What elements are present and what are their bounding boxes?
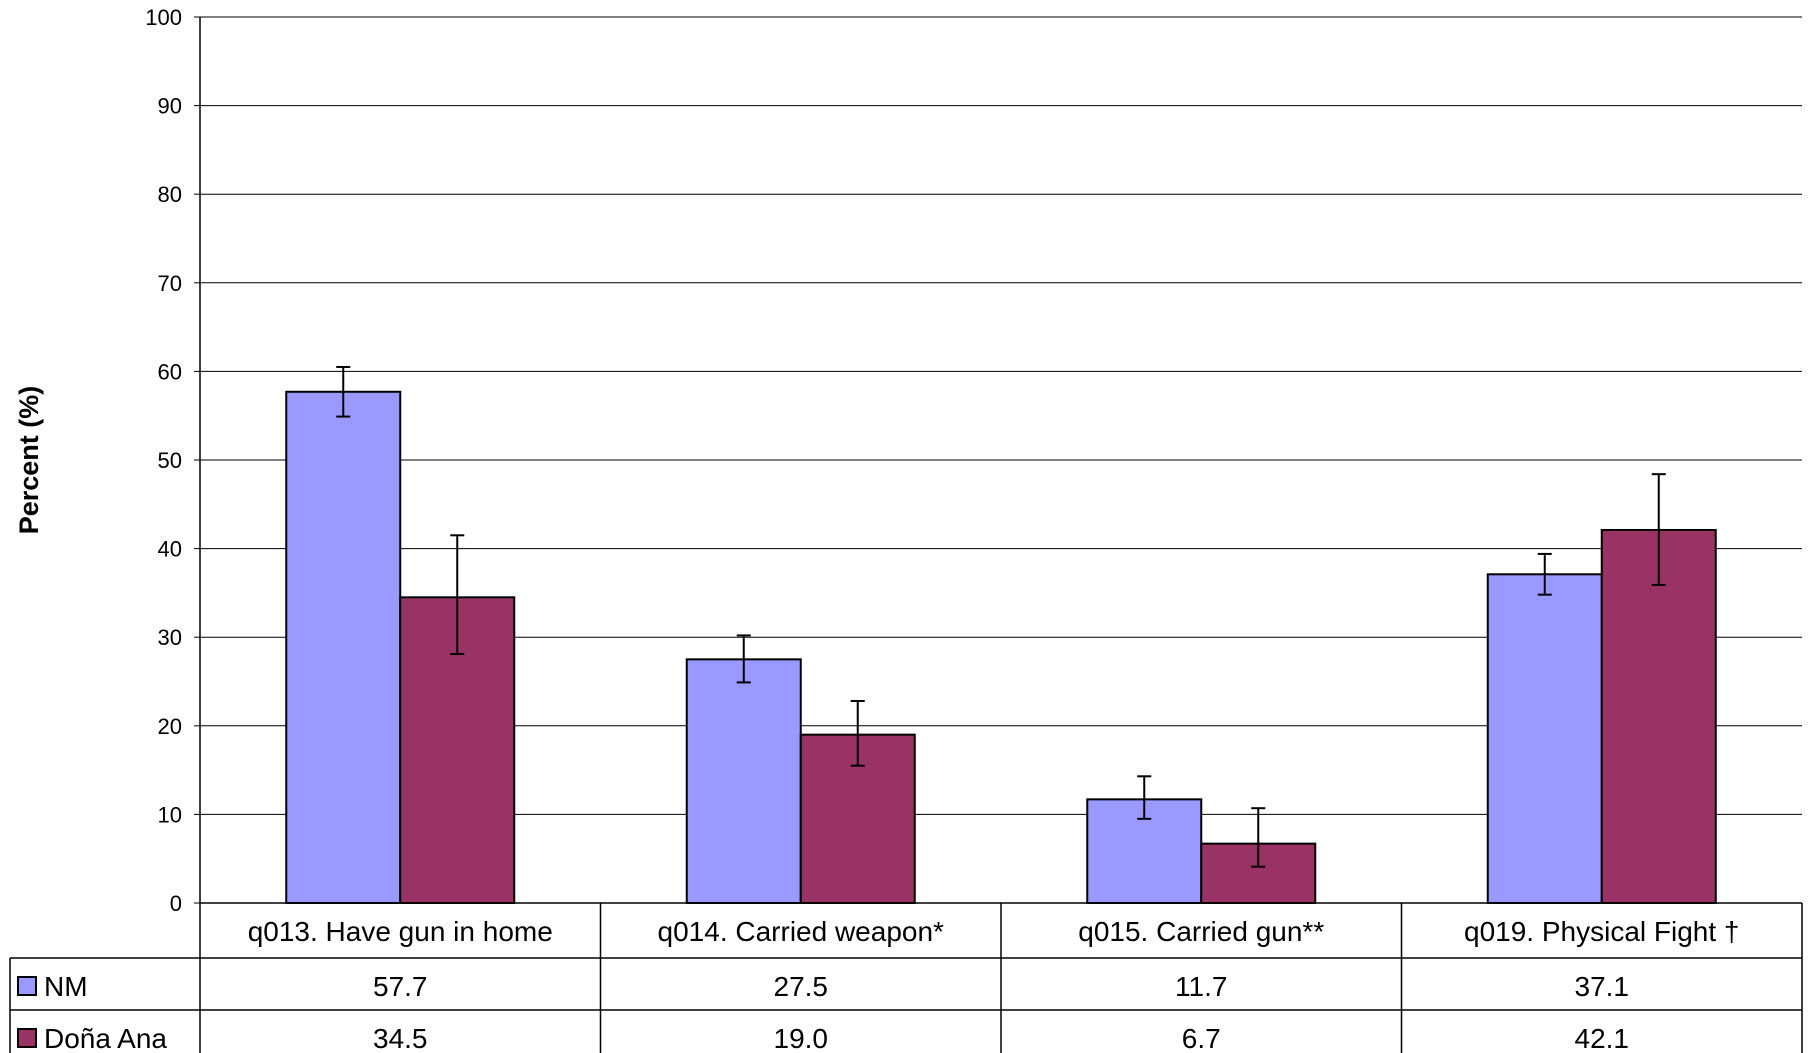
category-label: q013. Have gun in home [248,916,553,947]
y-tick-label: 70 [158,271,182,296]
y-tick-label: 80 [158,182,182,207]
data-label: 27.5 [774,971,829,1002]
data-label: 6.7 [1182,1023,1221,1053]
y-tick-label: 50 [158,448,182,473]
y-tick-label: 20 [158,714,182,739]
y-axis-label: Percent (%) [14,386,44,535]
data-label: 37.1 [1575,971,1630,1002]
y-tick-label: 100 [145,5,182,30]
y-axis-ticks: 0 10 20 30 40 50 60 70 80 90 100 [145,5,182,916]
bar-nm [1486,573,1603,904]
bar-nm [685,658,802,904]
legend-swatch-nm [17,976,37,996]
y-tick-label: 0 [170,891,182,916]
y-tick-label: 40 [158,537,182,562]
data-label: 57.7 [373,971,428,1002]
bar-dona-ana [1600,528,1717,905]
y-tick-label: 90 [158,94,182,119]
data-label: 19.0 [774,1023,829,1053]
bar-nm [285,390,402,904]
data-table: q013. Have gun in home q014. Carried weap… [9,902,1803,1053]
y-tick-label: 10 [158,802,182,827]
data-label: 42.1 [1575,1023,1630,1053]
y-tick-label: 60 [158,359,182,384]
data-label: 11.7 [1175,971,1227,1002]
category-label: q015. Carried gun** [1078,916,1324,947]
y-tick-label: 30 [158,625,182,650]
category-label: q019. Physical Fight † [1464,916,1740,947]
category-label: q014. Carried weapon* [658,916,945,947]
legend-label-dona-ana: Doña Ana [44,1023,167,1053]
legend-label-nm: NM [44,971,88,1002]
error-bars [336,365,1666,868]
bars [285,390,1717,905]
legend-swatch-dona-ana [17,1028,37,1048]
data-label: 34.5 [373,1023,428,1053]
